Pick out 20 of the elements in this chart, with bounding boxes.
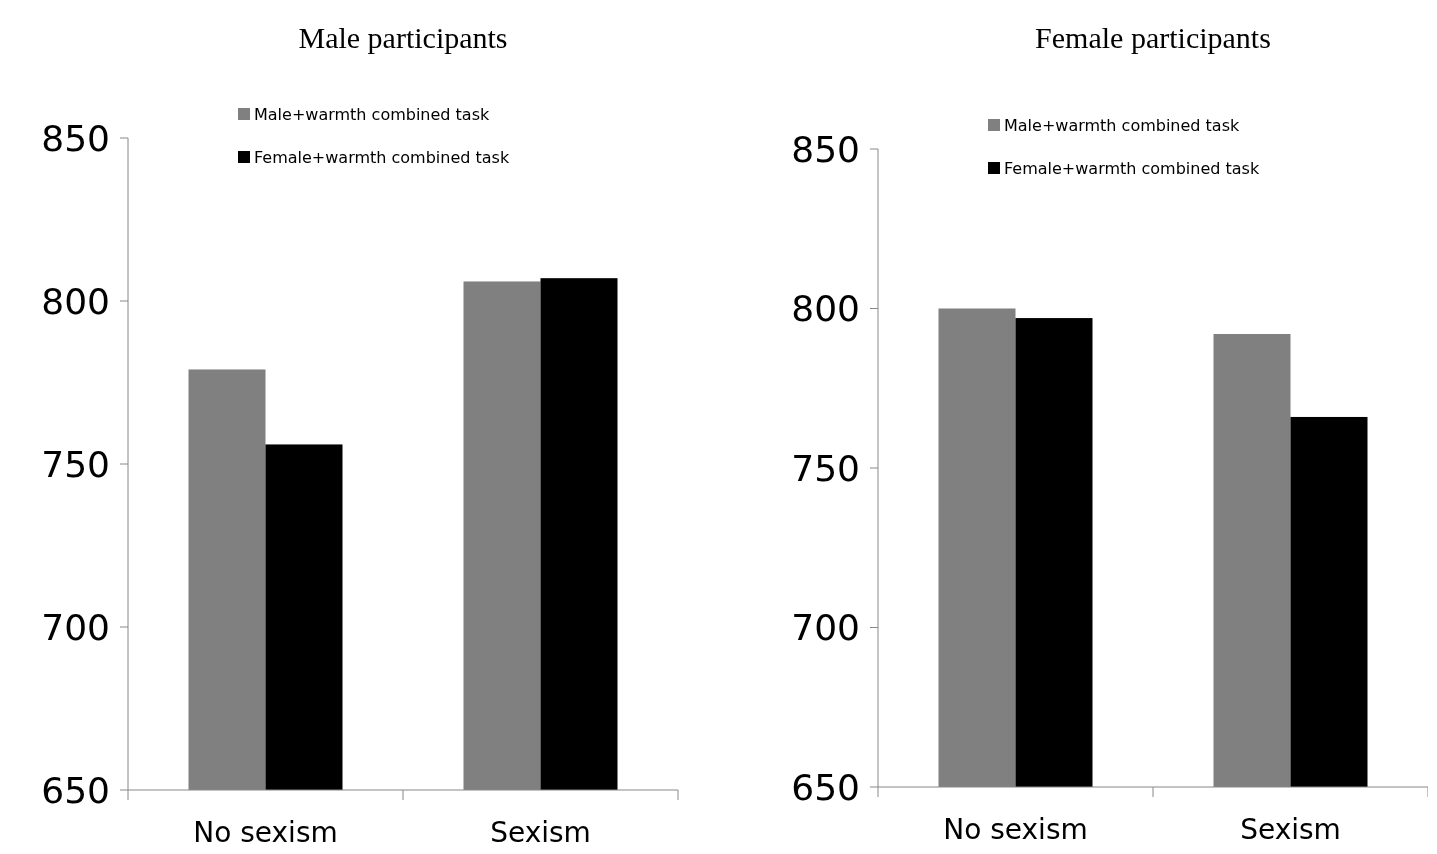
x-tick-label: Sexism — [490, 816, 591, 849]
legend-label: Male+warmth combined task — [254, 104, 490, 124]
y-tick-label: 650 — [41, 769, 110, 811]
y-tick-label: 700 — [41, 606, 110, 648]
y-tick-label: 850 — [791, 128, 860, 170]
x-tick-label: No sexism — [193, 816, 338, 849]
legend-label: Female+warmth combined task — [254, 147, 510, 167]
legend-label: Female+warmth combined task — [1004, 158, 1260, 178]
legend-label: Male+warmth combined task — [1004, 115, 1240, 135]
y-tick-label: 750 — [791, 447, 860, 489]
y-tick-label: 700 — [791, 607, 860, 649]
y-tick-label: 650 — [791, 766, 860, 808]
y-tick-label: 800 — [791, 288, 860, 330]
y-tick-label: 850 — [41, 117, 110, 159]
x-tick-label: Sexism — [1240, 813, 1341, 846]
y-tick-label: 750 — [41, 443, 110, 485]
x-tick-label: No sexism — [943, 813, 1088, 846]
chart-title: Male participants — [298, 21, 508, 54]
chart-title: Female participants — [1035, 21, 1271, 54]
y-tick-label: 800 — [41, 280, 110, 322]
